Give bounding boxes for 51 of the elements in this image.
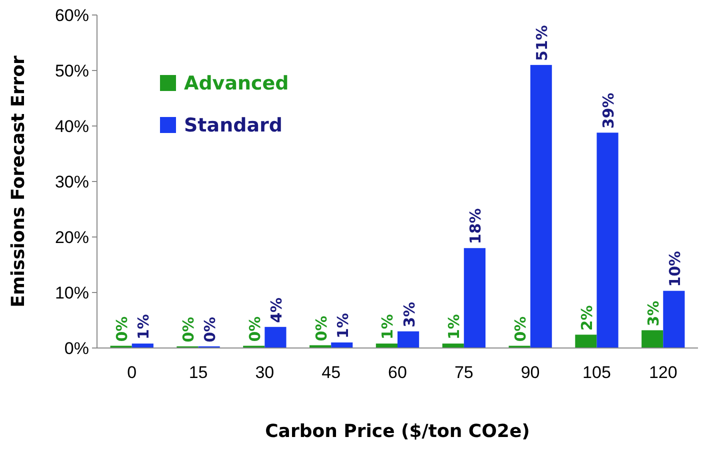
- data-label: 0%: [179, 316, 198, 342]
- data-label: 4%: [267, 297, 286, 323]
- bar: [132, 344, 154, 348]
- data-label: 3%: [644, 300, 662, 326]
- bar: [663, 290, 685, 348]
- bar: [331, 342, 353, 348]
- x-tick-label: 45: [322, 363, 341, 382]
- x-tick-label: 90: [520, 363, 540, 382]
- data-label: 39%: [600, 92, 618, 129]
- x-axis-title: Carbon Price ($/ton CO2e): [265, 421, 530, 442]
- data-label: 1%: [334, 312, 352, 338]
- y-tick-label: 0%: [64, 338, 89, 358]
- bar: [310, 345, 332, 348]
- data-label: 1%: [134, 314, 153, 340]
- bar: [398, 331, 420, 348]
- x-tick-label: 30: [255, 363, 274, 382]
- bar: [596, 132, 618, 348]
- legend-label: Advanced: [184, 72, 289, 95]
- x-tick-label: 15: [188, 363, 208, 382]
- data-label: 51%: [533, 25, 552, 61]
- data-label: 0%: [246, 316, 264, 342]
- x-tick-label: 60: [388, 363, 407, 382]
- bar: [464, 248, 486, 348]
- y-tick-label: 50%: [54, 61, 89, 80]
- x-tick-label: 0: [127, 363, 137, 382]
- y-tick-label: 30%: [54, 172, 89, 192]
- data-label: 0%: [201, 316, 220, 342]
- bar: [376, 344, 398, 348]
- y-tick-label: 40%: [54, 116, 89, 136]
- data-label: 1%: [445, 314, 464, 340]
- y-tick-label: 20%: [54, 228, 89, 247]
- y-tick-label: 60%: [54, 6, 89, 25]
- data-label: 0%: [113, 316, 132, 342]
- data-label: 18%: [466, 208, 485, 244]
- data-label: 0%: [312, 316, 330, 342]
- legend-label: Standard: [184, 114, 283, 137]
- bar: [575, 334, 597, 348]
- data-label: 0%: [512, 316, 530, 342]
- x-tick-label: 105: [582, 363, 611, 382]
- data-label: 1%: [378, 314, 397, 340]
- data-label: 2%: [578, 305, 596, 331]
- y-axis-title: Emissions Forecast Error: [8, 56, 29, 308]
- bar: [642, 330, 664, 348]
- data-label: 10%: [666, 250, 684, 287]
- bar: [442, 344, 464, 348]
- y-tick-label: 10%: [54, 283, 89, 302]
- x-tick-label: 120: [648, 363, 678, 382]
- bar: [264, 326, 286, 348]
- x-tick-label: 75: [454, 363, 474, 382]
- bar: [530, 64, 552, 348]
- data-label: 3%: [400, 302, 418, 328]
